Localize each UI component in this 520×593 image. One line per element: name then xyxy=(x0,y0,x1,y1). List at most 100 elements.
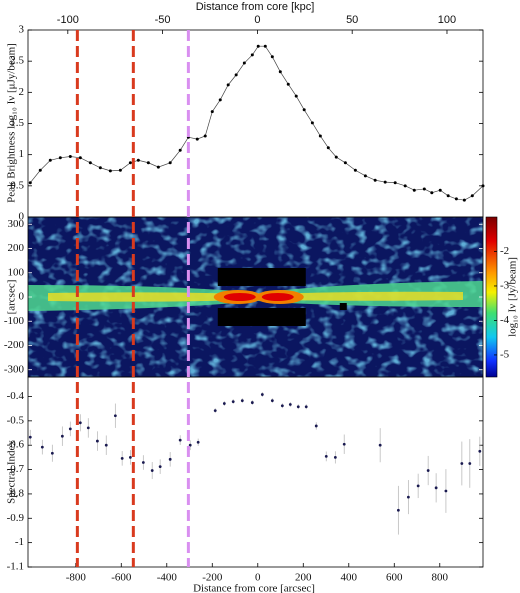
x-axis-label: Distance from core [arcsec] xyxy=(193,583,315,593)
data-point xyxy=(343,161,347,165)
data-point xyxy=(468,462,472,465)
x-tick-label: -600 xyxy=(111,572,132,584)
data-point xyxy=(302,108,306,112)
y-tick-label: -100 xyxy=(4,315,25,327)
data-point xyxy=(195,137,199,141)
data-point xyxy=(136,158,140,162)
data-point xyxy=(218,98,222,102)
data-point xyxy=(150,469,154,472)
colorbar-tick-label: -2 xyxy=(500,245,509,257)
y-tick-label: -1.1 xyxy=(7,561,24,573)
y-axis-label: [arcsec] xyxy=(6,280,18,315)
y-tick-label: -0.4 xyxy=(7,390,25,402)
data-point xyxy=(363,174,367,178)
y-tick-label: 300 xyxy=(8,218,25,230)
data-point xyxy=(196,440,200,444)
data-point xyxy=(78,156,82,160)
data-point xyxy=(203,134,207,138)
data-point xyxy=(270,399,274,403)
data-point xyxy=(318,134,322,138)
data-point xyxy=(334,155,338,159)
data-point xyxy=(412,188,416,192)
data-point xyxy=(128,161,132,165)
data-point xyxy=(280,404,284,408)
y-tick-label: -200 xyxy=(4,339,25,351)
y-tick-label: 2 xyxy=(19,86,25,98)
data-point xyxy=(446,194,450,198)
data-point xyxy=(88,161,92,165)
data-point xyxy=(288,403,292,406)
data-point xyxy=(158,465,162,469)
y-tick-label: 3 xyxy=(19,24,25,36)
x-tick-label: -800 xyxy=(66,572,87,584)
data-point xyxy=(28,435,32,439)
y-tick-label: -300 xyxy=(4,363,25,375)
data-point xyxy=(156,165,160,169)
y-tick-label: 1.5 xyxy=(10,117,24,129)
data-point xyxy=(38,168,42,172)
colorbar-label: log₁₀ Iν [Jy/beam] xyxy=(507,257,519,337)
data-point xyxy=(403,184,407,188)
colorbar-tick-label: -5 xyxy=(500,348,510,360)
data-point xyxy=(296,405,300,409)
data-point xyxy=(178,438,182,442)
data-point xyxy=(278,70,282,74)
data-point xyxy=(342,442,346,446)
top-tick-label: -50 xyxy=(155,14,171,26)
data-point xyxy=(256,44,260,48)
data-point xyxy=(95,439,99,443)
data-point xyxy=(416,484,420,488)
data-point xyxy=(422,187,426,191)
x-tick-label: 800 xyxy=(432,572,449,584)
lobe-core xyxy=(223,293,256,301)
data-point xyxy=(383,180,387,184)
y-axis-label: Spectral Index xyxy=(6,440,18,504)
data-point xyxy=(310,121,314,125)
data-point xyxy=(178,148,182,152)
data-point xyxy=(324,455,328,458)
data-point xyxy=(353,168,357,172)
y-tick-label: -0.7 xyxy=(7,463,25,475)
mask-box xyxy=(217,268,306,286)
y-tick-label: 0 xyxy=(19,291,25,303)
profile-line xyxy=(30,45,484,201)
x-tick-label: 600 xyxy=(386,572,403,584)
data-point xyxy=(240,399,244,403)
data-point xyxy=(48,158,52,162)
data-point xyxy=(113,414,117,418)
radio-image xyxy=(28,217,483,377)
data-point xyxy=(118,168,122,172)
data-point xyxy=(378,443,382,447)
data-point xyxy=(434,486,438,490)
x-tick-label: 400 xyxy=(341,572,358,584)
data-point xyxy=(460,462,464,465)
data-point xyxy=(426,469,430,472)
data-point xyxy=(222,402,226,405)
colorbar xyxy=(485,216,498,378)
axes-frame xyxy=(27,376,484,568)
top-tick-label: 0 xyxy=(254,14,260,26)
data-point xyxy=(104,443,108,447)
data-point xyxy=(210,110,214,114)
data-point xyxy=(120,456,124,460)
data-point xyxy=(250,53,254,57)
data-point xyxy=(40,445,44,449)
y-tick-label: -0.6 xyxy=(7,439,25,451)
data-point xyxy=(260,393,264,396)
colorbar-tick-label: -3 xyxy=(500,279,510,291)
y-tick-label: 2.5 xyxy=(10,55,24,67)
data-point xyxy=(444,489,448,493)
x-tick-label: -400 xyxy=(157,572,178,584)
data-point xyxy=(141,461,145,464)
data-point xyxy=(50,451,54,455)
x-tick-label: 0 xyxy=(255,572,261,584)
data-point xyxy=(250,401,254,404)
data-point xyxy=(231,400,235,404)
data-point xyxy=(234,73,238,77)
top-tick-label: -100 xyxy=(57,14,79,26)
data-point xyxy=(263,44,267,48)
data-point xyxy=(294,94,298,98)
data-point xyxy=(462,198,466,202)
mask-box xyxy=(339,303,347,310)
data-point xyxy=(98,166,102,170)
